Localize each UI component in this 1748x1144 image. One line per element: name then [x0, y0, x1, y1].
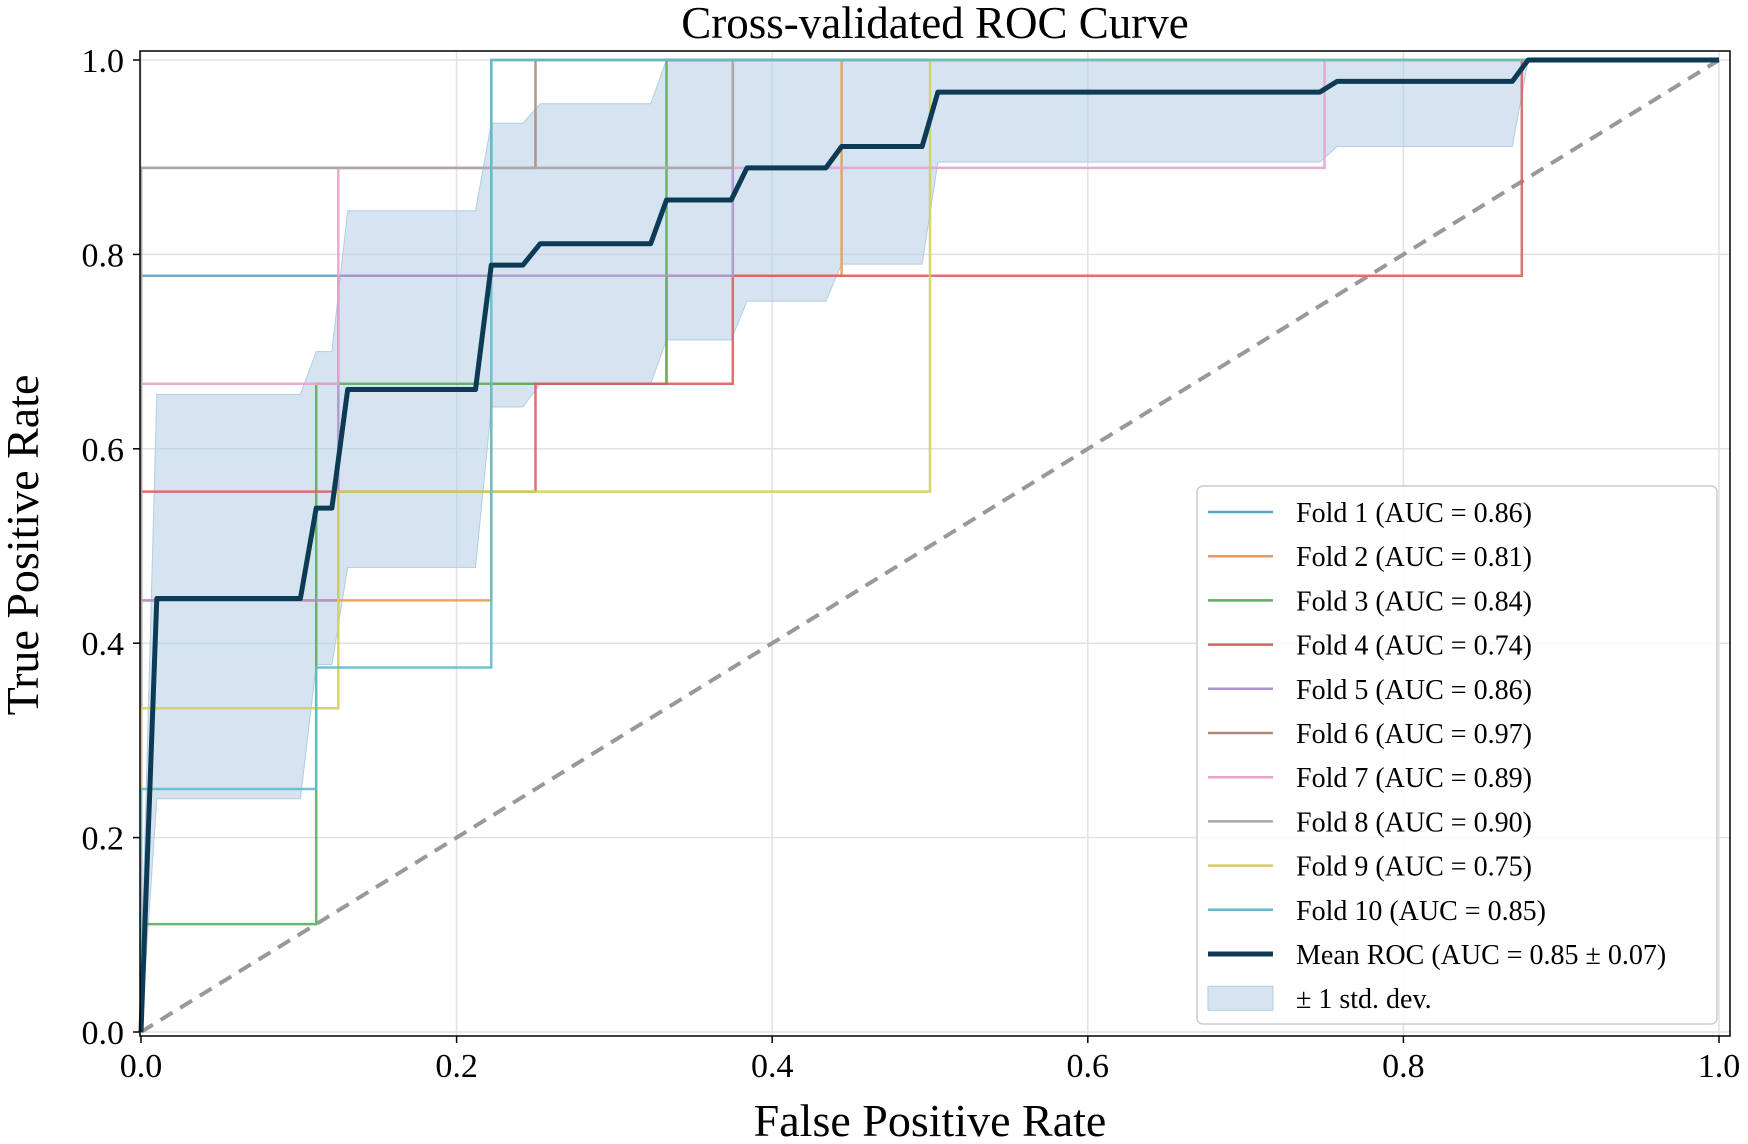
fold-10-curve — [139, 58, 1719, 1032]
legend-label: ± 1 std. dev. — [1296, 984, 1432, 1015]
y-axis-label: True Positive Rate — [0, 375, 48, 716]
x-axis-ticks: 0.0 0.2 0.4 0.6 0.8 1.0 — [120, 1036, 1741, 1085]
y-tick-label: 0.6 — [82, 432, 125, 469]
legend-label: Fold 7 (AUC = 0.89) — [1296, 763, 1532, 794]
y-tick-label: 0.2 — [82, 821, 125, 858]
x-tick-label: 1.0 — [1698, 1048, 1741, 1085]
x-tick-label: 0.0 — [120, 1048, 163, 1085]
legend-label: Fold 4 (AUC = 0.74) — [1296, 631, 1532, 662]
legend-swatch — [1207, 985, 1274, 1011]
plot-frame — [139, 50, 1731, 1037]
legend-label: Fold 3 (AUC = 0.84) — [1296, 586, 1532, 617]
legend-label: Fold 9 (AUC = 0.75) — [1296, 852, 1532, 883]
y-tick-label: 0.8 — [82, 237, 125, 274]
legend-box — [1196, 485, 1718, 1025]
x-tick-label: 0.2 — [435, 1048, 478, 1085]
y-tick-label: 1.0 — [82, 43, 125, 80]
x-tick-label: 0.4 — [751, 1048, 794, 1085]
legend-label: Fold 6 (AUC = 0.97) — [1296, 719, 1532, 750]
mean-roc-line — [138, 57, 1719, 1033]
legend-label: Fold 5 (AUC = 0.86) — [1296, 675, 1532, 706]
legend-label: Fold 1 (AUC = 0.86) — [1296, 498, 1532, 529]
y-tick-label: 0.4 — [82, 626, 125, 663]
chance-line — [139, 58, 1721, 1034]
legend-label: Fold 2 (AUC = 0.81) — [1296, 542, 1532, 573]
legend: Fold 1 (AUC = 0.86) Fold 2 (AUC = 0.81) Fo… — [1196, 485, 1718, 1025]
x-tick-label: 0.6 — [1067, 1048, 1110, 1085]
x-axis-label: False Positive Rate — [754, 1095, 1107, 1144]
y-tick-label: 0.0 — [82, 1015, 125, 1052]
chart-title: Cross-validated ROC Curve — [681, 0, 1188, 48]
legend-label: Fold 8 (AUC = 0.90) — [1296, 807, 1532, 838]
fold-4-curve — [139, 58, 1719, 1032]
y-axis-ticks: 0.0 0.2 0.4 0.6 0.8 1.0 — [82, 43, 140, 1052]
x-tick-label: 0.8 — [1382, 1048, 1425, 1085]
legend-label: Mean ROC (AUC = 0.85 ± 0.07) — [1296, 940, 1666, 971]
legend-label: Fold 10 (AUC = 0.85) — [1296, 896, 1546, 927]
